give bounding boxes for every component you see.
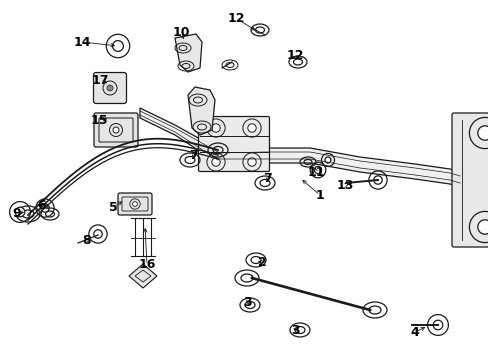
Circle shape — [113, 127, 119, 133]
Circle shape — [432, 320, 442, 330]
Text: 12: 12 — [285, 49, 303, 62]
Polygon shape — [218, 148, 459, 187]
FancyBboxPatch shape — [451, 113, 488, 247]
FancyBboxPatch shape — [93, 72, 126, 104]
Circle shape — [314, 166, 321, 174]
Text: 6: 6 — [38, 198, 46, 212]
Circle shape — [325, 157, 330, 163]
Circle shape — [247, 158, 256, 166]
Text: 16: 16 — [138, 258, 155, 271]
Polygon shape — [140, 108, 218, 163]
Polygon shape — [187, 87, 215, 135]
Text: 7: 7 — [263, 171, 272, 185]
Circle shape — [41, 204, 49, 212]
Text: 3: 3 — [243, 296, 252, 309]
FancyBboxPatch shape — [94, 113, 138, 147]
Text: 4: 4 — [410, 325, 419, 338]
Text: 10: 10 — [172, 26, 189, 39]
Circle shape — [132, 202, 137, 206]
Text: 8: 8 — [82, 234, 91, 247]
Circle shape — [477, 126, 488, 140]
Text: 17: 17 — [91, 73, 108, 86]
Text: 13: 13 — [336, 179, 353, 192]
Text: 2: 2 — [257, 256, 266, 269]
Text: 5: 5 — [108, 201, 117, 213]
Text: 15: 15 — [90, 113, 107, 126]
Circle shape — [211, 124, 220, 132]
Circle shape — [94, 230, 102, 238]
Text: 11: 11 — [306, 166, 324, 179]
Circle shape — [373, 176, 382, 184]
Text: 12: 12 — [227, 12, 244, 24]
FancyBboxPatch shape — [198, 117, 269, 171]
Circle shape — [112, 41, 123, 51]
Circle shape — [211, 158, 220, 166]
Text: 9: 9 — [13, 207, 21, 220]
Polygon shape — [129, 264, 157, 288]
FancyBboxPatch shape — [118, 193, 152, 215]
Text: 14: 14 — [73, 36, 91, 49]
Circle shape — [247, 124, 256, 132]
Text: 7: 7 — [189, 149, 198, 162]
Text: 3: 3 — [290, 324, 299, 337]
Circle shape — [477, 220, 488, 234]
Circle shape — [107, 85, 113, 91]
Text: 1: 1 — [315, 189, 324, 202]
Polygon shape — [175, 34, 202, 72]
Circle shape — [15, 207, 25, 217]
